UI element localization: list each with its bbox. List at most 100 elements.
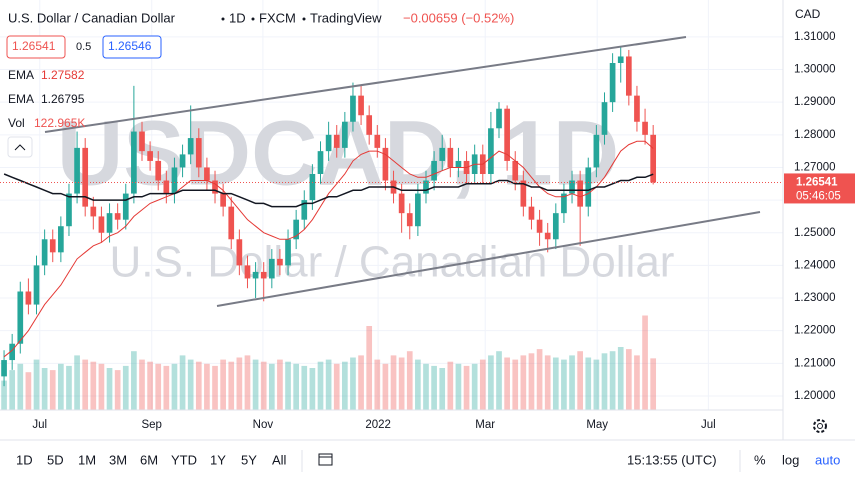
candle-body bbox=[228, 206, 235, 240]
separator bbox=[302, 17, 306, 21]
ema-name: EMA bbox=[8, 68, 34, 82]
candle-body bbox=[187, 138, 194, 155]
settings-icon[interactable] bbox=[813, 419, 827, 433]
y-tick-label: 1.24000 bbox=[794, 259, 836, 271]
volume-bar bbox=[293, 363, 300, 410]
currency[interactable]: CAD bbox=[795, 7, 821, 21]
candle-body bbox=[569, 180, 575, 194]
clock[interactable]: 15:13:55 (UTC) bbox=[627, 452, 717, 467]
candle-body bbox=[49, 239, 56, 253]
range-button[interactable]: 1Y bbox=[210, 452, 226, 467]
percent-button[interactable]: % bbox=[754, 452, 766, 467]
volume-bar bbox=[122, 365, 129, 410]
ema-name: EMA bbox=[8, 92, 34, 106]
candle-body bbox=[41, 239, 48, 266]
buy-button[interactable] bbox=[102, 35, 162, 59]
volume-bar bbox=[439, 368, 446, 410]
candle-body bbox=[528, 206, 535, 220]
volume-bar bbox=[406, 351, 413, 410]
volume-bar bbox=[195, 361, 202, 410]
x-tick-label: Jul bbox=[701, 419, 716, 431]
volume-bar bbox=[204, 363, 210, 410]
candle-body bbox=[398, 193, 405, 214]
range-button[interactable]: 6M bbox=[140, 452, 158, 467]
candle-body bbox=[561, 193, 567, 214]
candle-body bbox=[358, 95, 364, 116]
volume-bar bbox=[528, 353, 535, 410]
y-tick-label: 1.29000 bbox=[794, 96, 836, 108]
exchange: FXCM bbox=[259, 10, 296, 25]
volume-bar bbox=[301, 365, 308, 410]
collapse-legend[interactable] bbox=[7, 136, 33, 158]
log-button[interactable]: log bbox=[782, 452, 799, 467]
volume-bar bbox=[617, 347, 624, 410]
volume-bar bbox=[577, 351, 583, 410]
volume-bar bbox=[471, 363, 478, 410]
volume-bar bbox=[163, 365, 170, 410]
y-tick-label: 1.20000 bbox=[794, 390, 836, 402]
candle-body bbox=[139, 131, 145, 152]
y-tick-label: 1.23000 bbox=[794, 292, 836, 304]
volume-bar bbox=[147, 361, 153, 410]
separator bbox=[221, 17, 225, 21]
volume-bar bbox=[66, 365, 72, 410]
volume-name: Vol bbox=[8, 116, 25, 130]
volume-bar bbox=[593, 359, 600, 410]
volume-bar bbox=[309, 368, 316, 410]
volume-bar bbox=[415, 359, 421, 410]
candle-body bbox=[25, 291, 32, 305]
candle-body bbox=[544, 232, 551, 240]
candle-body bbox=[285, 239, 291, 266]
candle-body bbox=[9, 343, 16, 361]
candle-body bbox=[601, 102, 608, 135]
trend-line[interactable] bbox=[216, 211, 761, 307]
candle-body bbox=[98, 216, 105, 233]
range-button[interactable]: 3M bbox=[109, 452, 127, 467]
range-button[interactable]: 5Y bbox=[241, 452, 257, 467]
candle-body bbox=[114, 213, 121, 220]
y-tick-label: 1.22000 bbox=[794, 325, 836, 337]
separator bbox=[251, 17, 255, 21]
candle-body bbox=[609, 63, 616, 103]
auto-button[interactable]: auto bbox=[815, 452, 840, 467]
sell-button[interactable] bbox=[6, 35, 66, 59]
range-button[interactable]: YTD bbox=[171, 452, 197, 467]
legend: U.S. Dollar / Canadian Dollar 1D FXCM Tr… bbox=[6, 10, 514, 158]
candle-body bbox=[74, 147, 80, 194]
bid: 1.26541 bbox=[12, 39, 56, 53]
volume-bar bbox=[520, 355, 527, 410]
volume-bar bbox=[9, 370, 16, 410]
range-button[interactable]: 5D bbox=[47, 452, 64, 467]
volume-bar bbox=[463, 365, 470, 410]
y-tick-label: 1.28000 bbox=[794, 129, 836, 141]
volume-bar bbox=[49, 370, 56, 410]
volume-bar bbox=[431, 365, 437, 410]
last-price-badge bbox=[784, 173, 855, 204]
volume-bar bbox=[155, 363, 162, 410]
candle-body bbox=[195, 138, 202, 168]
spread: 0.5 bbox=[76, 41, 91, 53]
candle-body bbox=[423, 180, 429, 194]
candle-body bbox=[536, 219, 543, 233]
range-button[interactable]: 1M bbox=[78, 452, 96, 467]
volume-bar bbox=[171, 363, 178, 410]
trend-line[interactable] bbox=[44, 36, 687, 133]
volume-bar bbox=[552, 357, 559, 410]
candle-body bbox=[268, 258, 275, 279]
symbol[interactable]: U.S. Dollar / Canadian Dollar bbox=[8, 10, 176, 25]
x-tick-label: Nov bbox=[253, 419, 274, 431]
range-button[interactable]: 1D bbox=[16, 452, 33, 467]
candle-body bbox=[512, 160, 519, 181]
candle-body bbox=[155, 160, 162, 181]
range-button[interactable]: All bbox=[272, 452, 287, 467]
volume-bar bbox=[366, 326, 373, 410]
chevron-icon bbox=[14, 144, 26, 151]
date-range-icon[interactable] bbox=[318, 453, 333, 466]
volume-bar bbox=[609, 351, 616, 410]
candle-body bbox=[122, 193, 129, 220]
candle-body bbox=[520, 180, 527, 207]
candle-body bbox=[552, 213, 559, 240]
candle-body bbox=[625, 56, 632, 96]
candle-body bbox=[415, 193, 421, 227]
volume-bar bbox=[325, 359, 332, 410]
